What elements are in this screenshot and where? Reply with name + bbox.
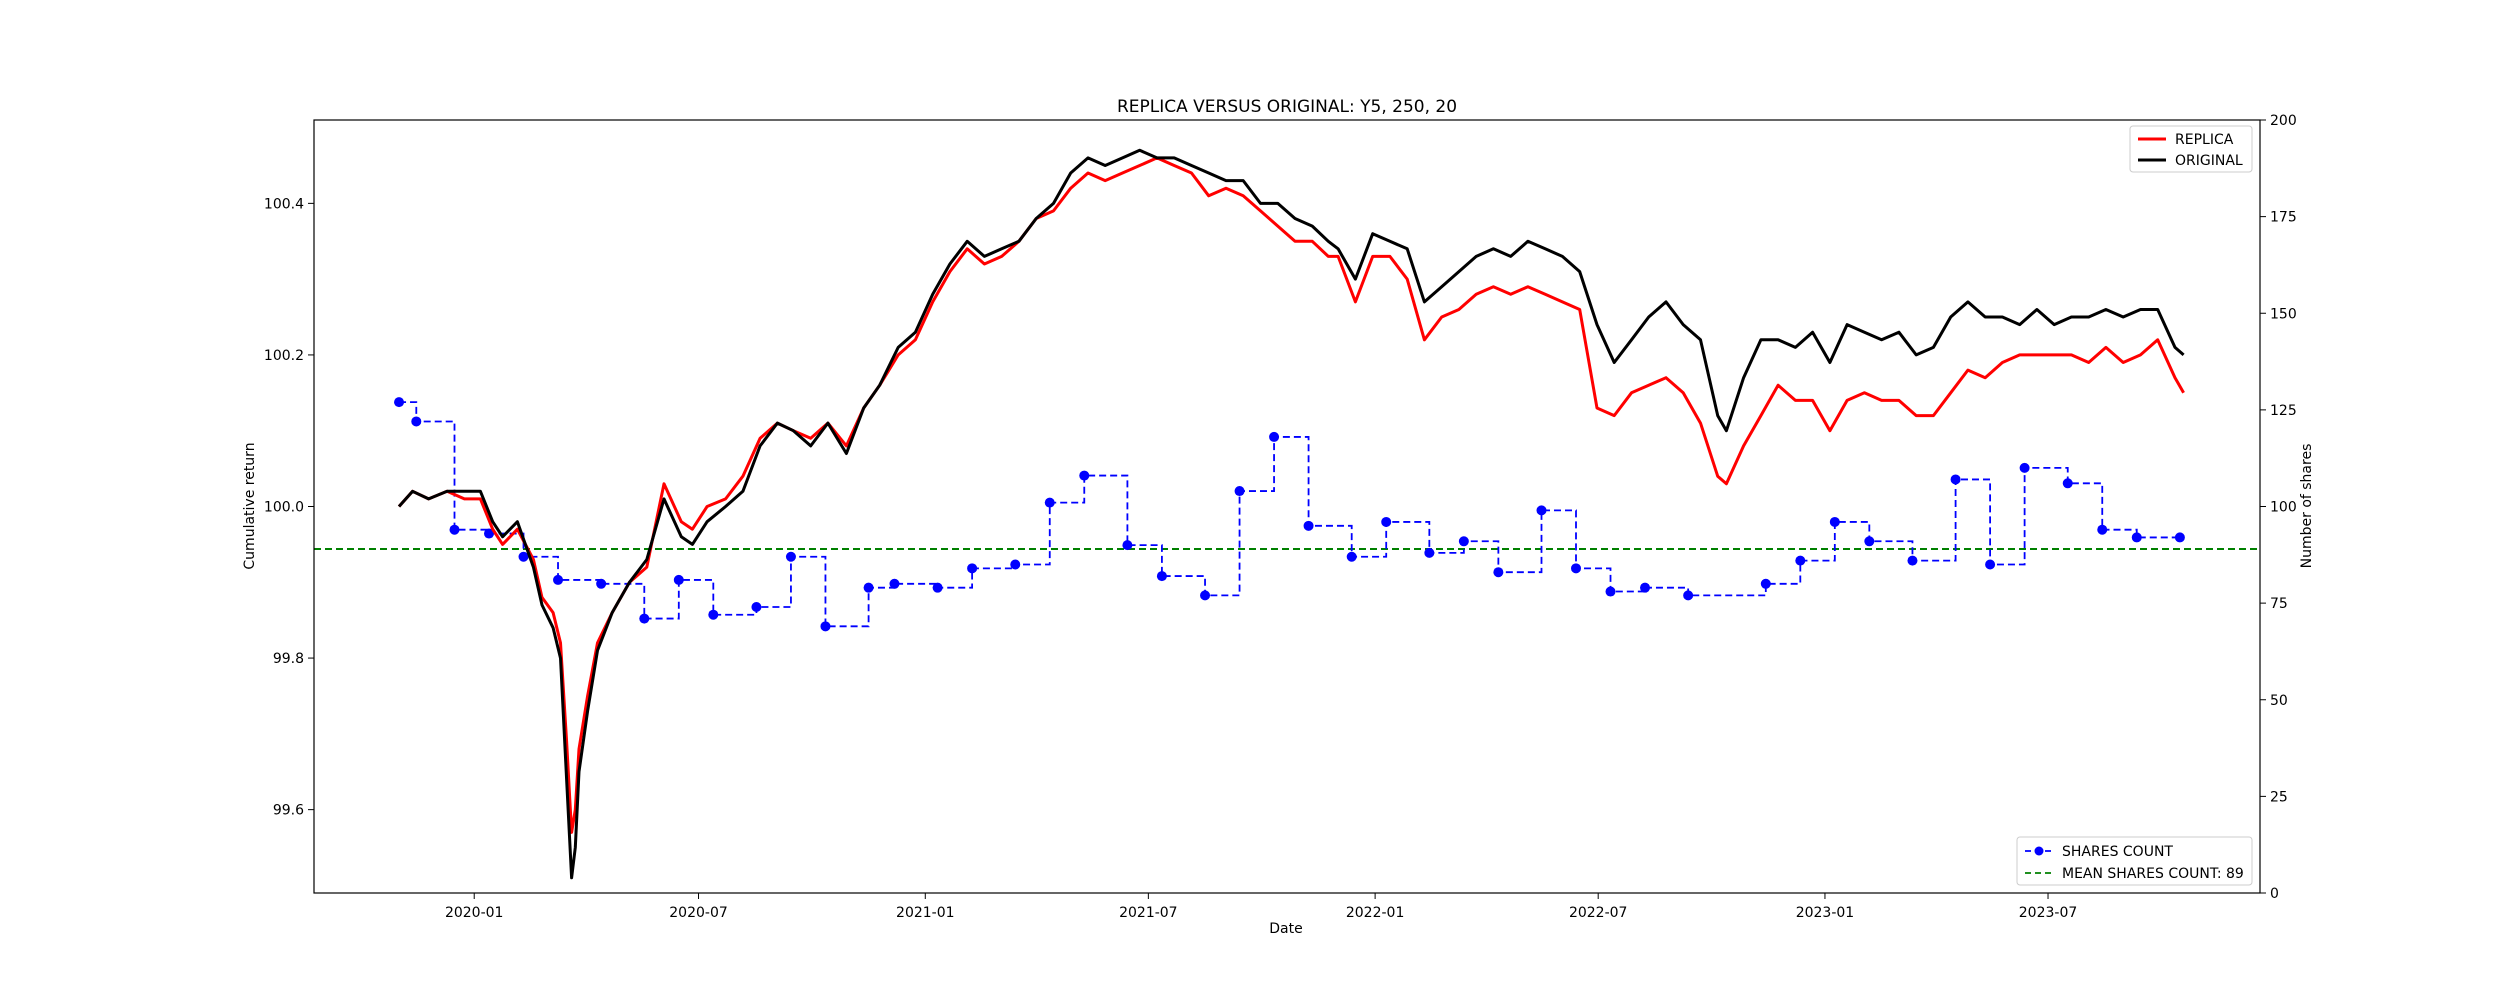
x-tick-label: 2022-07 xyxy=(1569,905,1628,921)
legend-shares-marker xyxy=(2034,846,2044,856)
y2-axis-title: Number of shares xyxy=(2299,444,2315,569)
shares-count-point xyxy=(1907,555,1918,566)
shares-count-point xyxy=(2062,478,2073,489)
shares-count-point xyxy=(1044,497,1055,508)
shares-count-point xyxy=(518,551,529,562)
legend-lower: SHARES COUNT MEAN SHARES COUNT: 89 xyxy=(2016,836,2253,886)
x-tick-label: 2023-01 xyxy=(1796,905,1855,921)
shares-count-point xyxy=(1200,590,1211,601)
y2-tick-label: 200 xyxy=(2270,113,2297,129)
axis-ticks: 2020-01 2020-07 2021-01 2021-07 2022-01 2022-… xyxy=(264,113,2297,921)
chart-title: REPLICA VERSUS ORIGINAL: Y5, 250, 20 xyxy=(1117,97,1457,117)
shares-count-point xyxy=(394,397,405,408)
shares-count-point xyxy=(1829,516,1840,527)
shares-count-point xyxy=(1346,551,1357,562)
shares-count-point xyxy=(1795,555,1806,566)
x-tick-label: 2023-07 xyxy=(2019,905,2078,921)
shares-count-point xyxy=(673,574,684,585)
shares-count-point xyxy=(1950,474,1961,485)
x-tick-label: 2020-01 xyxy=(445,905,504,921)
shares-count-point xyxy=(785,551,796,562)
y-tick-label: 100.2 xyxy=(264,348,304,364)
shares-count-point xyxy=(2131,532,2142,543)
shares-count-point xyxy=(449,524,460,535)
legend-original-label: ORIGINAL xyxy=(2175,153,2243,169)
y2-tick-label: 75 xyxy=(2270,596,2288,612)
shares-count-point xyxy=(2019,462,2030,473)
shares-count-point xyxy=(967,563,978,574)
shares-count-point xyxy=(1640,582,1651,593)
legend-upper: REPLICA ORIGINAL xyxy=(2129,125,2253,173)
shares-count-point xyxy=(889,578,900,589)
shares-count-point xyxy=(1079,470,1090,481)
legend-shares-label: SHARES COUNT xyxy=(2062,844,2173,860)
y2-tick-label: 175 xyxy=(2270,210,2297,226)
shares-count-point xyxy=(1760,578,1771,589)
legend-replica-label: REPLICA xyxy=(2175,132,2234,148)
shares-count-point xyxy=(553,574,564,585)
y2-tick-label: 50 xyxy=(2270,693,2288,709)
shares-count-point xyxy=(411,416,422,427)
shares-count-point xyxy=(1493,567,1504,578)
y2-tick-label: 100 xyxy=(2270,500,2297,516)
shares-count-point xyxy=(639,613,650,624)
shares-count-point xyxy=(708,609,719,620)
x-axis-title: Date xyxy=(1269,921,1302,937)
x-tick-label: 2020-07 xyxy=(669,905,728,921)
shares-count-point xyxy=(863,582,874,593)
shares-count-point xyxy=(820,621,831,632)
y2-tick-label: 150 xyxy=(2270,306,2297,322)
shares-count-point xyxy=(1122,540,1133,551)
shares-count-point xyxy=(1010,559,1021,570)
x-tick-label: 2021-01 xyxy=(896,905,955,921)
shares-count-point xyxy=(1683,590,1694,601)
shares-count-point xyxy=(751,601,762,612)
shares-count-point xyxy=(1424,547,1435,558)
plot-area xyxy=(314,148,2260,880)
shares-count-point xyxy=(1864,536,1875,547)
shares-count-point xyxy=(1269,431,1280,442)
shares-count-point xyxy=(1234,486,1245,497)
y-tick-label: 99.6 xyxy=(273,803,304,819)
y2-tick-label: 25 xyxy=(2270,789,2288,805)
shares-count-point xyxy=(1571,563,1582,574)
shares-count-point xyxy=(2097,524,2108,535)
x-tick-label: 2021-07 xyxy=(1119,905,1178,921)
legend-mean-label: MEAN SHARES COUNT: 89 xyxy=(2062,866,2244,882)
y-tick-label: 99.8 xyxy=(273,651,304,667)
shares-count-point xyxy=(1303,520,1314,531)
shares-count-point xyxy=(932,582,943,593)
y-tick-label: 100.0 xyxy=(264,500,304,516)
y-axis-title: Cumulative return xyxy=(242,442,258,569)
shares-count-point xyxy=(1381,516,1392,527)
shares-count-point xyxy=(1605,586,1616,597)
y-tick-label: 100.4 xyxy=(264,196,304,212)
shares-count-point xyxy=(1458,536,1469,547)
shares-count-point xyxy=(596,578,607,589)
y2-tick-label: 125 xyxy=(2270,403,2297,419)
shares-count-point xyxy=(484,528,495,539)
shares-count-point xyxy=(1536,505,1547,516)
shares-count-point xyxy=(1985,559,1996,570)
shares-count-point xyxy=(2174,532,2185,543)
series-original-line xyxy=(397,148,2185,880)
y2-tick-label: 0 xyxy=(2270,886,2279,902)
shares-count-point xyxy=(1156,571,1167,582)
legend-lower-box xyxy=(2016,836,2253,886)
x-tick-label: 2022-01 xyxy=(1346,905,1405,921)
